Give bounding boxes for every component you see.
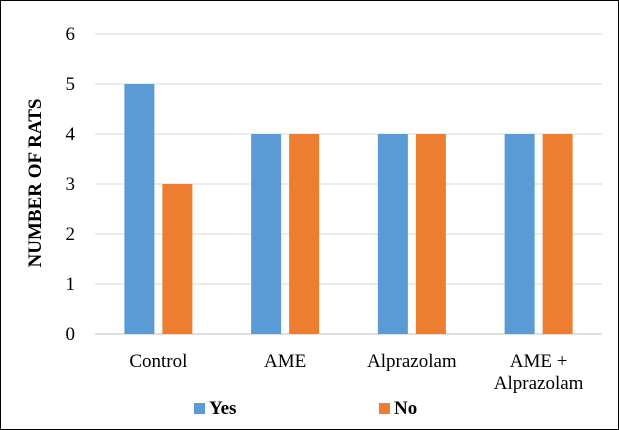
y-tick-labels: 0 1 2 3 4 5 6 xyxy=(66,24,76,345)
bar-no-2 xyxy=(289,134,320,334)
bar-yes-4 xyxy=(504,134,535,334)
legend-swatch-no xyxy=(379,403,390,414)
bars xyxy=(124,84,573,334)
y-tick-label: 0 xyxy=(66,324,76,345)
bar-no-3 xyxy=(415,134,446,334)
legend-label-yes: Yes xyxy=(209,398,236,419)
y-tick-label: 1 xyxy=(66,274,76,295)
y-axis-label: NUMBER OF RATS xyxy=(25,99,46,268)
category-label: Control xyxy=(129,351,187,372)
category-labels: Control AME Alprazolam AME + Alprazolam xyxy=(129,351,583,394)
bar-no-4 xyxy=(542,134,573,334)
bar-yes-1 xyxy=(124,84,155,334)
category-label: AME + Alprazolam xyxy=(494,351,584,394)
legend-swatch-yes xyxy=(194,403,205,414)
category-label: Alprazolam xyxy=(367,351,457,372)
legend: Yes No xyxy=(194,398,417,419)
y-tick-label: 2 xyxy=(66,224,76,245)
bar-yes-3 xyxy=(377,134,408,334)
bar-no-1 xyxy=(162,184,193,334)
bar-yes-2 xyxy=(251,134,282,334)
y-tick-label: 4 xyxy=(66,124,76,145)
y-tick-label: 5 xyxy=(66,74,76,95)
y-tick-label: 6 xyxy=(66,24,76,45)
category-label: AME xyxy=(264,351,306,372)
legend-label-no: No xyxy=(394,398,417,419)
y-tick-label: 3 xyxy=(66,174,76,195)
